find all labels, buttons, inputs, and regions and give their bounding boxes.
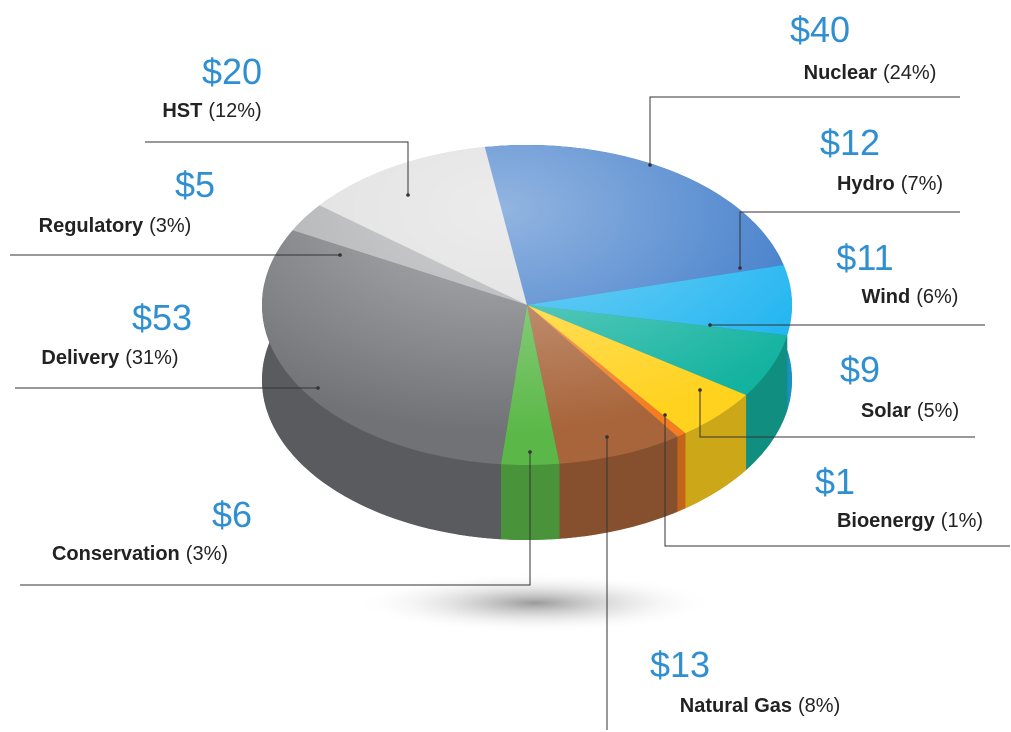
leader-dot: [648, 163, 652, 167]
slice-label: Wind (6%): [862, 286, 959, 308]
slice-label: Solar (5%): [861, 400, 959, 422]
category-name: Conservation: [52, 543, 180, 565]
category-name: Natural Gas: [680, 695, 792, 717]
pie-shadow: [355, 573, 715, 633]
leader-dot: [528, 450, 532, 454]
category-name: Bioenergy: [837, 510, 936, 532]
percent-label: (1%): [941, 510, 983, 532]
leader-dot: [698, 388, 702, 392]
slice-label: Regulatory (3%): [39, 215, 192, 237]
percent-label: (5%): [917, 400, 959, 422]
value-label: $13: [650, 644, 710, 685]
leader-dot: [316, 386, 320, 390]
labels: $40 Nuclear (24%) $12 Hydro (7%) $11 Wind (6%) $9…: [10, 9, 1010, 730]
value-label: $53: [132, 297, 192, 338]
category-name: Wind: [862, 286, 911, 308]
value-label: $11: [836, 237, 893, 278]
value-label: $40: [790, 9, 850, 50]
leader-dot: [663, 413, 667, 417]
percent-label: (7%): [901, 173, 943, 195]
percent-label: (8%): [798, 695, 840, 717]
category-name: Solar: [861, 400, 911, 422]
value-label: $1: [815, 461, 855, 502]
value-label: $12: [820, 122, 880, 163]
percent-label: (12%): [208, 100, 261, 122]
leader-dot: [708, 323, 712, 327]
slice-label: Delivery (31%): [41, 347, 178, 369]
slice-label: Conservation (3%): [52, 543, 228, 565]
percent-label: (24%): [883, 62, 936, 84]
percent-label: (31%): [125, 347, 178, 369]
leader-line: [649, 96, 960, 165]
slice-label: Hydro (7%): [837, 173, 943, 195]
category-name: Nuclear: [804, 62, 878, 84]
leader-dot: [338, 253, 342, 257]
leader-line: [739, 211, 960, 268]
slice-label: Natural Gas (8%): [680, 695, 841, 717]
slice-label: HST (12%): [162, 100, 261, 122]
category-name: Hydro: [837, 173, 895, 195]
category-name: Delivery: [41, 347, 120, 369]
slice-side: [677, 433, 686, 512]
category-name: Regulatory: [39, 215, 144, 237]
percent-label: (3%): [149, 215, 191, 237]
pie: [262, 145, 792, 540]
category-name: HST: [162, 100, 202, 122]
percent-label: (3%): [186, 543, 228, 565]
leader-dot: [738, 266, 742, 270]
leader-dot: [406, 193, 410, 197]
slice-label: Bioenergy (1%): [837, 510, 983, 532]
value-label: $6: [212, 494, 252, 535]
percent-label: (6%): [916, 286, 958, 308]
leader-line: [699, 390, 975, 438]
value-label: $9: [840, 349, 880, 390]
value-label: $5: [175, 164, 215, 205]
slice-label: Nuclear (24%): [804, 62, 937, 84]
value-label: $20: [202, 51, 262, 92]
leader-line: [664, 415, 1010, 547]
leader-line: [20, 452, 531, 586]
leader-line: [145, 141, 409, 195]
leader-dot: [605, 435, 609, 439]
